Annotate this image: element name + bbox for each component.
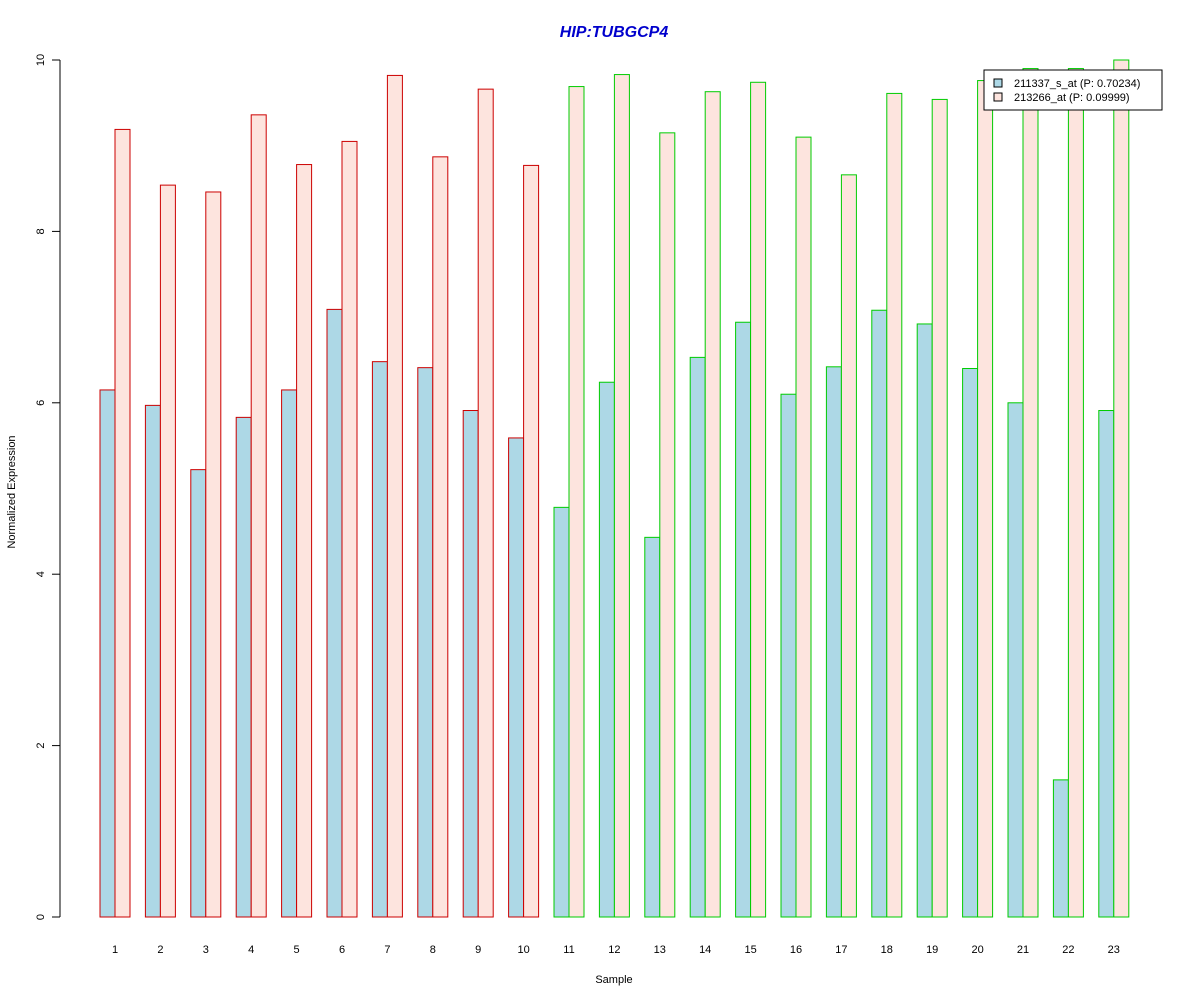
bar-sample-13-series-2 bbox=[659, 132, 676, 918]
y-tick-label: 2 bbox=[35, 743, 47, 749]
y-tick-label: 6 bbox=[35, 400, 47, 406]
bar-sample-3-series-1 bbox=[190, 469, 207, 918]
bar-sample-18-series-2 bbox=[886, 92, 903, 918]
bar-sample-15-series-1 bbox=[735, 321, 752, 918]
bar-sample-17-series-2 bbox=[840, 174, 857, 918]
bar-sample-10-series-1 bbox=[508, 437, 525, 918]
bar-sample-21-series-1 bbox=[1007, 402, 1024, 918]
x-tick-label: 9 bbox=[475, 944, 481, 956]
x-tick-label: 12 bbox=[608, 944, 620, 956]
bar-sample-11-series-1 bbox=[553, 506, 570, 918]
bar-sample-16-series-1 bbox=[780, 393, 797, 918]
bar-sample-17-series-1 bbox=[825, 366, 842, 918]
bar-sample-7-series-1 bbox=[371, 361, 388, 918]
x-tick-label: 3 bbox=[203, 944, 209, 956]
bar-sample-23-series-2 bbox=[1113, 59, 1130, 918]
bar-sample-2-series-1 bbox=[144, 404, 161, 918]
y-tick-label: 4 bbox=[35, 571, 47, 577]
bar-sample-8-series-1 bbox=[417, 367, 434, 918]
x-axis: 1 2 3 4 5 6 7 8 9 10 11 12 13 14 15 16 17 18 19 20 21 22 23 bbox=[112, 944, 1120, 956]
x-tick-label: 14 bbox=[699, 944, 711, 956]
y-tick-label: 0 bbox=[35, 914, 47, 920]
bar-sample-20-series-2 bbox=[977, 80, 994, 918]
bar-sample-1-series-2 bbox=[114, 128, 131, 918]
bar-sample-22-series-1 bbox=[1052, 779, 1069, 918]
bar-sample-18-series-1 bbox=[871, 309, 888, 918]
x-tick-label: 17 bbox=[835, 944, 847, 956]
bar-sample-9-series-1 bbox=[462, 410, 479, 918]
x-tick-label: 5 bbox=[294, 944, 300, 956]
x-tick-label: 1 bbox=[112, 944, 118, 956]
bars-group bbox=[99, 59, 1130, 918]
bar-sample-11-series-2 bbox=[568, 86, 585, 918]
bar-sample-4-series-2 bbox=[250, 114, 267, 918]
bar-sample-7-series-2 bbox=[386, 74, 403, 918]
x-tick-label: 22 bbox=[1062, 944, 1074, 956]
bar-sample-13-series-1 bbox=[644, 536, 661, 918]
chart-title: HIP:TUBGCP4 bbox=[560, 24, 669, 41]
x-tick-label: 16 bbox=[790, 944, 802, 956]
bar-sample-1-series-1 bbox=[99, 389, 116, 918]
bar-sample-21-series-2 bbox=[1022, 68, 1039, 918]
bar-sample-6-series-1 bbox=[326, 308, 343, 918]
legend-label-series-1: 211337_s_at (P: 0.70234) bbox=[1014, 78, 1140, 90]
x-tick-label: 23 bbox=[1108, 944, 1120, 956]
y-axis-label: Normalized Expression bbox=[6, 435, 18, 548]
legend-label-series-2: 213266_at (P: 0.09999) bbox=[1014, 92, 1130, 104]
y-tick-label: 10 bbox=[35, 54, 47, 66]
bar-sample-12-series-1 bbox=[598, 381, 615, 918]
x-axis-label: Sample bbox=[595, 974, 632, 986]
bar-sample-14-series-1 bbox=[689, 356, 706, 918]
x-tick-label: 19 bbox=[926, 944, 938, 956]
legend: 211337_s_at (P: 0.70234) 213266_at (P: 0.… bbox=[983, 69, 1163, 111]
bar-sample-2-series-2 bbox=[159, 184, 176, 918]
bar-sample-3-series-2 bbox=[205, 191, 222, 918]
x-tick-label: 11 bbox=[563, 944, 574, 956]
bar-sample-8-series-2 bbox=[432, 156, 449, 918]
x-tick-label: 18 bbox=[881, 944, 893, 956]
bar-sample-9-series-2 bbox=[477, 88, 494, 918]
legend-swatch-series-1 bbox=[993, 78, 1003, 88]
bar-sample-15-series-2 bbox=[750, 81, 767, 918]
bar-sample-16-series-2 bbox=[795, 136, 812, 918]
bar-sample-20-series-1 bbox=[962, 368, 979, 918]
x-tick-label: 2 bbox=[157, 944, 163, 956]
y-axis: 0 2 4 6 8 10 bbox=[35, 54, 61, 920]
bar-sample-10-series-2 bbox=[523, 164, 540, 918]
y-tick-label: 8 bbox=[35, 228, 47, 234]
x-tick-label: 20 bbox=[971, 944, 983, 956]
x-tick-label: 4 bbox=[248, 944, 254, 956]
x-tick-label: 8 bbox=[430, 944, 436, 956]
bar-sample-19-series-1 bbox=[916, 323, 933, 918]
legend-box bbox=[983, 69, 1163, 111]
bar-sample-5-series-2 bbox=[296, 164, 313, 918]
bar-sample-23-series-1 bbox=[1098, 410, 1115, 918]
bar-sample-6-series-2 bbox=[341, 140, 358, 918]
x-tick-label: 7 bbox=[384, 944, 390, 956]
x-tick-label: 15 bbox=[744, 944, 756, 956]
bar-sample-5-series-1 bbox=[281, 389, 298, 918]
bar-sample-19-series-2 bbox=[931, 98, 948, 918]
x-tick-label: 13 bbox=[654, 944, 666, 956]
x-tick-label: 21 bbox=[1017, 944, 1029, 956]
legend-swatch-series-2 bbox=[993, 92, 1003, 102]
bar-sample-12-series-2 bbox=[613, 74, 630, 918]
x-tick-label: 6 bbox=[339, 944, 345, 956]
x-tick-label: 10 bbox=[517, 944, 529, 956]
bar-sample-14-series-2 bbox=[704, 91, 721, 918]
bar-sample-22-series-2 bbox=[1067, 68, 1084, 918]
bar-sample-4-series-1 bbox=[235, 416, 252, 918]
